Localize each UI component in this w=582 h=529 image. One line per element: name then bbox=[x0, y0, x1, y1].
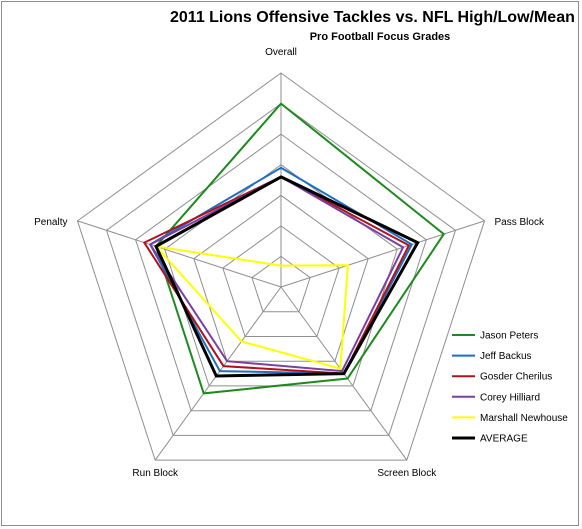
chart-title: 2011 Lions Offensive Tackles vs. NFL Hig… bbox=[170, 9, 575, 26]
grid-ring bbox=[251, 255, 311, 313]
legend-label-corey-hilliard: Corey Hilliard bbox=[480, 392, 540, 403]
axis-label-screen-block: Screen Block bbox=[377, 468, 437, 479]
grid-ring bbox=[105, 102, 457, 436]
grid-spoke bbox=[154, 286, 282, 461]
legend-label-jason-peters: Jason Peters bbox=[480, 331, 538, 342]
series-line-corey-hilliard bbox=[148, 175, 405, 373]
legend-label-jeff-backus: Jeff Backus bbox=[480, 351, 532, 362]
chart-subtitle: Pro Football Focus Grades bbox=[309, 31, 451, 43]
grid-ring bbox=[222, 225, 340, 337]
axis-label-run-block: Run Block bbox=[132, 468, 179, 479]
series-line-marshall-newhouse bbox=[153, 244, 349, 370]
grid-spoke bbox=[280, 220, 485, 288]
grid-spoke bbox=[77, 220, 282, 288]
series-line-jeff-backus bbox=[148, 166, 414, 375]
legend-label-marshall-newhouse: Marshall Newhouse bbox=[480, 413, 568, 424]
legend: Jason Peters Jeff Backus Gosder Cherilus Co… bbox=[452, 331, 568, 445]
radar-axis-labels: Overall Pass Block Screen Block Run Block Pe… bbox=[34, 47, 545, 479]
grid-ring bbox=[193, 194, 369, 362]
series-line-average bbox=[154, 175, 420, 378]
series-line-jason-peters bbox=[154, 102, 446, 395]
series-line-gosder-cherilus bbox=[142, 175, 411, 375]
grid-ring bbox=[76, 72, 486, 461]
radar-series bbox=[142, 102, 446, 395]
axis-label-overall: Overall bbox=[265, 47, 297, 58]
legend-label-gosder-cherilus: Gosder Cherilus bbox=[480, 372, 552, 383]
axis-label-penalty: Penalty bbox=[34, 217, 67, 228]
grid-ring bbox=[135, 133, 427, 412]
legend-label-average: AVERAGE bbox=[480, 434, 528, 445]
axis-label-pass-block: Pass Block bbox=[495, 217, 545, 228]
